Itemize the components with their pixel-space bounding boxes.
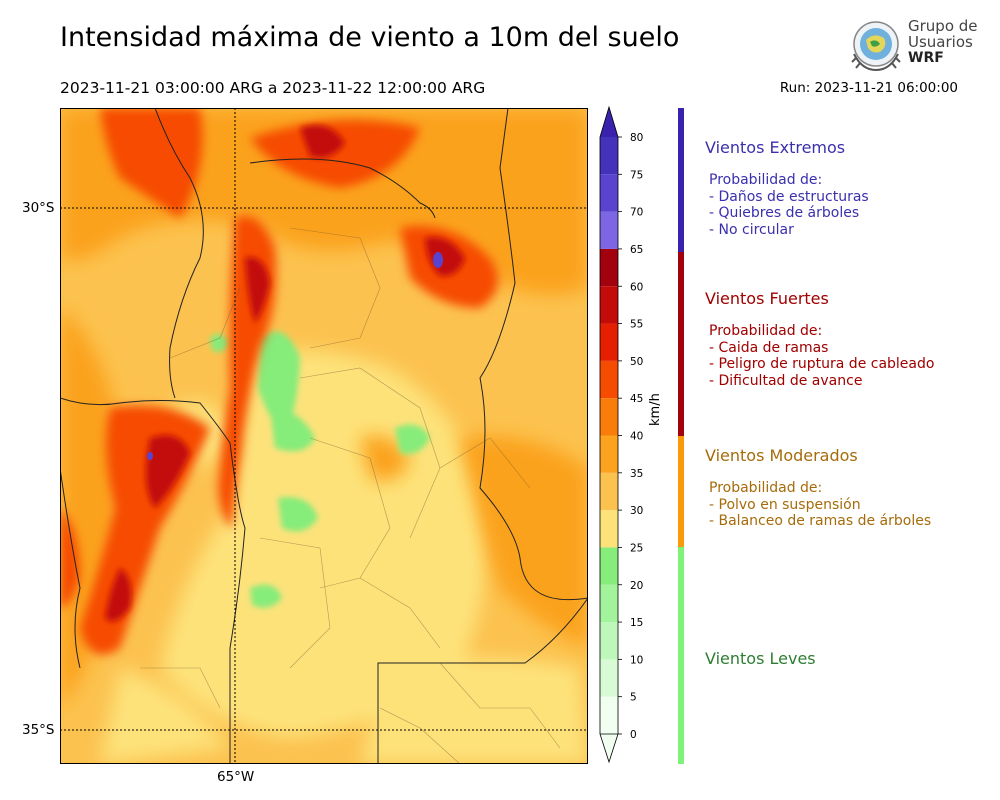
category-desc-line: - Quiebres de árboles bbox=[709, 205, 860, 221]
colorbar-extend-max bbox=[600, 107, 618, 137]
colorbar-tick-label: 20 bbox=[630, 580, 643, 592]
colorbar-segment bbox=[600, 137, 618, 175]
category-desc-line: - Polvo en suspensión bbox=[709, 496, 861, 513]
run-time: Run: 2023-11-21 06:00:00 bbox=[779, 80, 958, 96]
category-title-extreme: Vientos Extremos bbox=[705, 138, 846, 157]
valid-period: 2023-11-21 03:00:00 ARG a 2023-11-22 12:… bbox=[60, 79, 486, 97]
map-frame bbox=[60, 108, 588, 764]
colorbar-unit: km/h bbox=[648, 393, 663, 426]
colorbar-tick-label: 35 bbox=[630, 468, 643, 480]
category-desc-extreme: Probabilidad de: - Daños de estructuras … bbox=[709, 172, 869, 238]
lat-label-30s: 30°S bbox=[22, 200, 55, 216]
colorbar-segment bbox=[600, 360, 618, 399]
category-title-moderate: Vientos Moderados bbox=[705, 446, 858, 465]
wind-field-map bbox=[60, 108, 588, 764]
wind-zone-light bbox=[210, 331, 430, 608]
category-desc-line: Probabilidad de: bbox=[709, 172, 823, 188]
colorbar-tick-label: 55 bbox=[630, 319, 643, 331]
colorbar-segment bbox=[600, 174, 618, 212]
category-desc-line: - Daños de estructuras bbox=[709, 188, 869, 205]
colorbar-extend-min bbox=[599, 733, 619, 764]
wind-map bbox=[60, 108, 588, 764]
colorbar-tick-label: 70 bbox=[630, 207, 643, 219]
lon-label-65w: 65°W bbox=[217, 769, 255, 785]
colorbar-tick-label: 25 bbox=[630, 542, 643, 554]
colorbar-segment bbox=[600, 398, 618, 436]
colorbar-tick-label: 0 bbox=[630, 729, 637, 741]
category-bar-strong bbox=[678, 252, 684, 436]
category-bar-light bbox=[678, 547, 684, 764]
colorbar-segment bbox=[600, 323, 618, 361]
colorbar-outline bbox=[599, 105, 619, 734]
colorbar: 0 5 10 15 20 25 30 35 40 45 50 55 60 65 70 75 80 bbox=[596, 104, 656, 768]
colorbar-tick-label: 5 bbox=[630, 692, 637, 704]
colorbar-tick-label: 80 bbox=[630, 132, 643, 144]
graticule bbox=[60, 108, 588, 764]
category-desc-line: - Dificultad de avance bbox=[709, 372, 863, 389]
department-boundaries bbox=[140, 227, 561, 764]
colorbar-segment bbox=[600, 248, 618, 287]
province-boundaries bbox=[60, 108, 588, 764]
colorbar-tick-label: 65 bbox=[630, 244, 643, 256]
colorbar-segment bbox=[600, 547, 618, 585]
category-bar-extreme bbox=[678, 108, 684, 252]
logo-text: Grupo de Usuarios WRF bbox=[908, 18, 978, 66]
category-desc-line: Probabilidad de: bbox=[709, 480, 823, 496]
colorbar-tick-label: 60 bbox=[630, 281, 643, 293]
colorbar-segment bbox=[600, 211, 618, 249]
lat-label-35s: 35°S bbox=[22, 722, 55, 738]
colorbar-segment bbox=[600, 622, 618, 660]
colorbar-tick-label: 10 bbox=[630, 654, 643, 666]
colorbar-tick-label: 45 bbox=[630, 393, 643, 405]
globe-icon bbox=[851, 21, 901, 72]
colorbar-segment bbox=[600, 472, 618, 511]
colorbar-tick-label: 40 bbox=[630, 431, 643, 443]
category-bar-moderate bbox=[678, 436, 684, 547]
colorbar-scale: 0 5 10 15 20 25 30 35 40 45 50 55 60 65 70 75 80 bbox=[599, 105, 643, 764]
category-desc-line: Probabilidad de: bbox=[709, 323, 823, 339]
category-title-strong: Vientos Fuertes bbox=[705, 289, 829, 308]
colorbar-tick-label: 50 bbox=[630, 356, 643, 368]
extreme-wind-pocket bbox=[433, 252, 443, 268]
colorbar-segment bbox=[600, 435, 618, 473]
logo-line-1: Grupo de bbox=[908, 17, 978, 35]
logo-line-3: WRF bbox=[908, 50, 944, 66]
category-desc-line: - Caida de ramas bbox=[709, 339, 829, 356]
colorbar-tick-label: 15 bbox=[630, 617, 643, 629]
category-desc-moderate: Probabilidad de: - Polvo en suspensión -… bbox=[709, 480, 931, 530]
grupo-usuarios-wrf-logo bbox=[846, 14, 971, 74]
logo-line-2: Usuarios bbox=[908, 33, 973, 51]
colorbar-segment bbox=[600, 696, 618, 734]
colorbar-segment bbox=[600, 286, 618, 324]
colorbar-segment bbox=[600, 584, 618, 623]
colorbar-segment bbox=[600, 659, 618, 697]
category-desc-strong: Probabilidad de: - Caida de ramas - Peli… bbox=[709, 323, 934, 389]
wind-zone-very-strong bbox=[105, 125, 465, 622]
category-desc-line: - Balanceo de ramas de árboles bbox=[709, 513, 932, 529]
extreme-wind-pocket-2 bbox=[147, 452, 153, 460]
category-desc-line: - No circular bbox=[709, 221, 794, 238]
category-desc-line: - Peligro de ruptura de cableado bbox=[709, 356, 935, 372]
colorbar-tick-label: 75 bbox=[630, 169, 643, 181]
map-title: Intensidad máxima de viento a 10m del su… bbox=[60, 22, 680, 53]
colorbar-segment bbox=[600, 510, 618, 548]
category-title-light: Vientos Leves bbox=[705, 649, 816, 668]
colorbar-tick-label: 30 bbox=[630, 505, 643, 517]
